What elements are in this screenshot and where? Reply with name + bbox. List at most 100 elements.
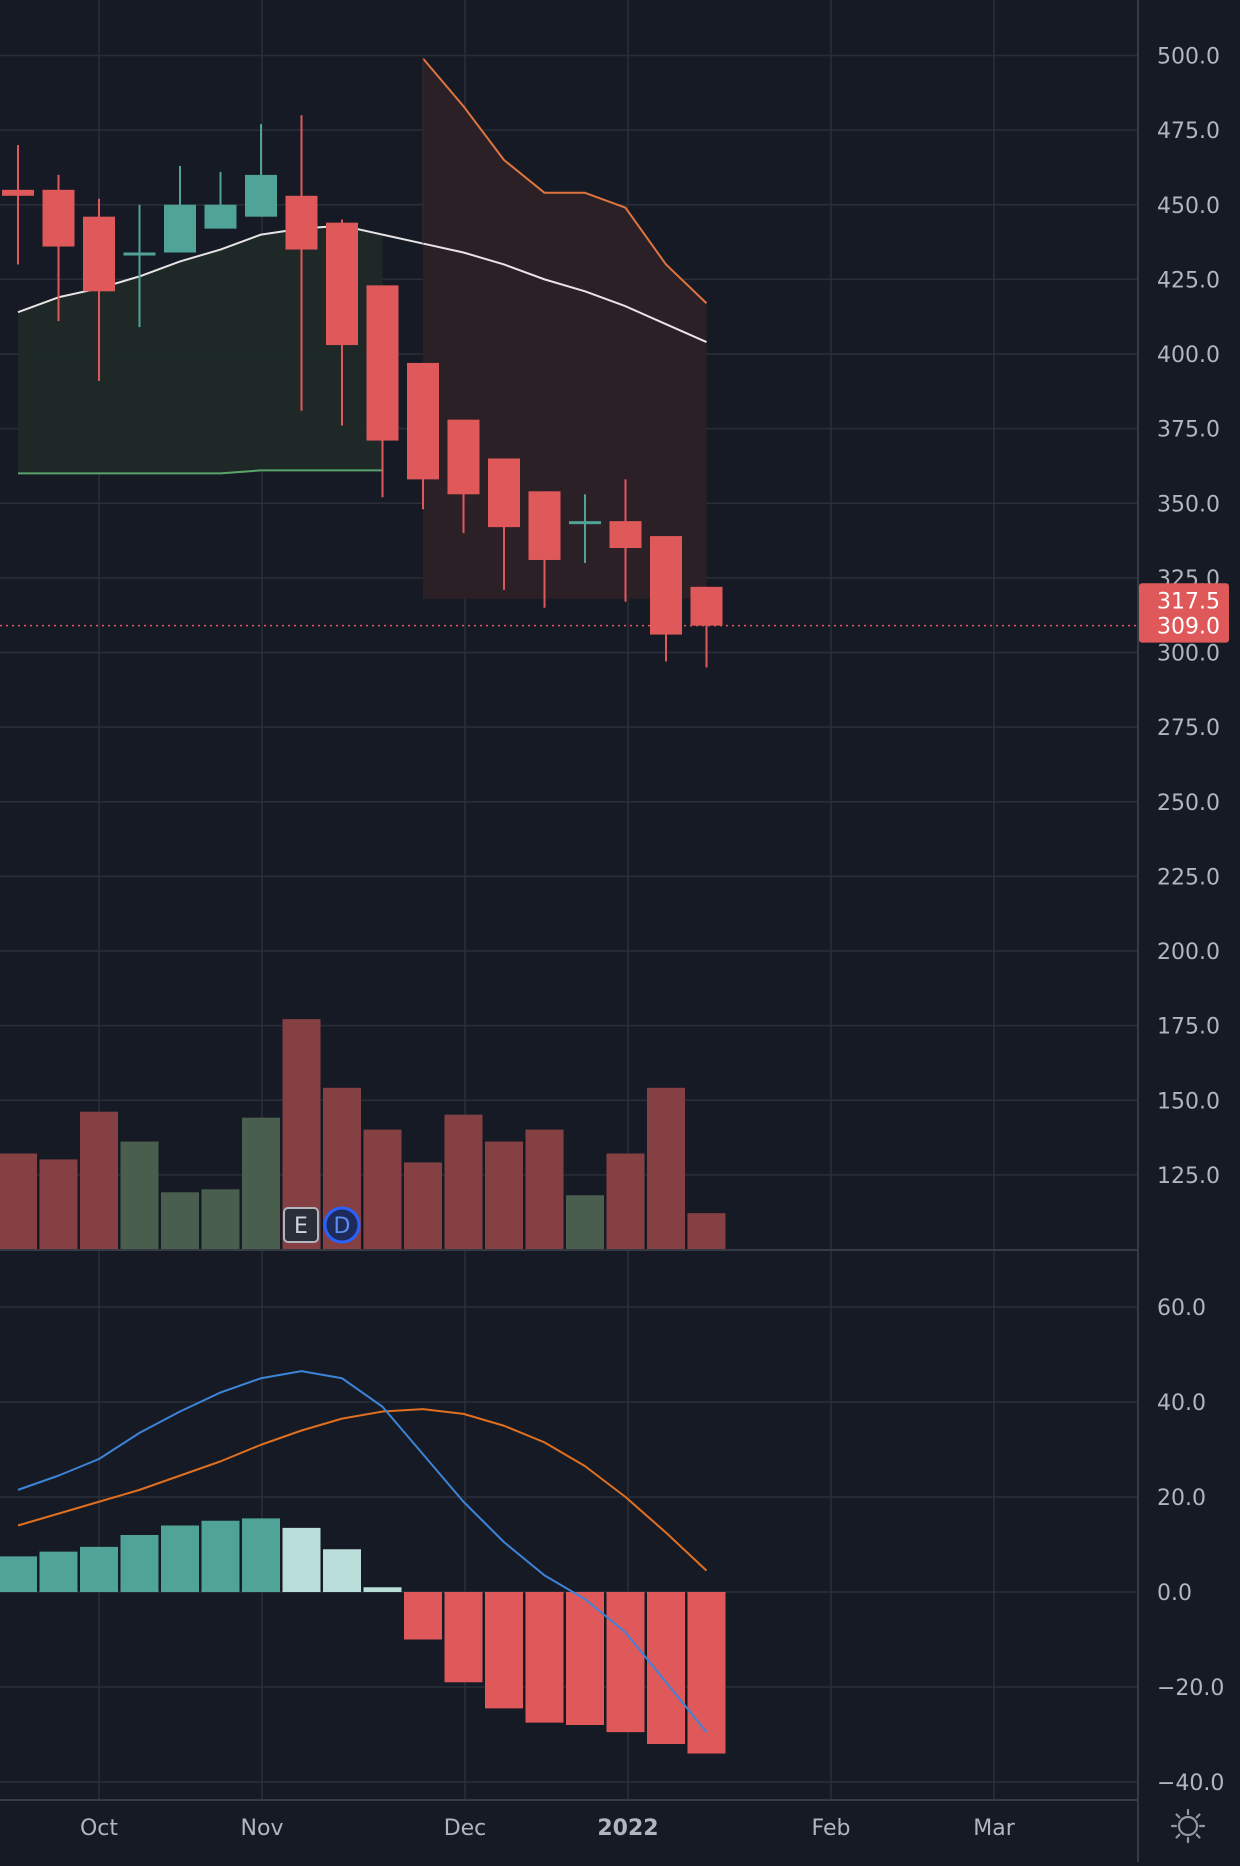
candle (528, 491, 561, 608)
sun-icon (1170, 1808, 1206, 1844)
macd-histogram-bar (525, 1592, 564, 1723)
price-tick-label: 225.0 (1157, 865, 1220, 890)
macd-tick-label: −40.0 (1157, 1771, 1224, 1796)
time-tick-label: Dec (444, 1816, 487, 1841)
candle (2, 145, 34, 265)
candle (407, 362, 439, 510)
candle-body (366, 285, 399, 441)
volume-bar (687, 1213, 726, 1249)
macd-tick-label: 40.0 (1157, 1391, 1206, 1416)
candle-body (447, 419, 480, 495)
time-tick-label: Oct (80, 1816, 118, 1841)
candle-body (528, 491, 561, 560)
candle (245, 124, 277, 217)
candle (83, 198, 115, 381)
candle-body (285, 195, 318, 250)
volume-bar (566, 1195, 604, 1249)
volume-bar (444, 1114, 483, 1249)
candle (650, 536, 682, 662)
macd-histogram-bar (687, 1592, 726, 1754)
candle-body (650, 536, 682, 635)
candle (42, 174, 75, 322)
price-tick-label: 125.0 (1157, 1164, 1220, 1189)
macd-line (17, 1370, 708, 1733)
candle (569, 494, 601, 563)
candle (123, 204, 156, 328)
candle (164, 165, 196, 253)
moving-average-line (17, 224, 707, 343)
price-tick-label: 375.0 (1157, 418, 1220, 443)
macd-tick-label: 60.0 (1157, 1296, 1206, 1321)
candle-body (42, 189, 75, 247)
earnings-event-icon[interactable]: E (283, 1207, 319, 1243)
macd-tick-label: 20.0 (1157, 1486, 1206, 1511)
candle-body (83, 216, 115, 292)
volume-bar (647, 1087, 685, 1249)
upper-band-line (422, 57, 708, 304)
candle-body (204, 204, 237, 229)
macd-histogram-bar (404, 1592, 442, 1640)
volume-bar (485, 1141, 523, 1249)
volume-bar (161, 1192, 199, 1249)
candle (447, 419, 480, 534)
macd-histogram-bar (444, 1592, 483, 1683)
price-tick-label: 400.0 (1157, 343, 1220, 368)
macd-histogram-bar (485, 1592, 523, 1709)
price-tick-label: 200.0 (1157, 940, 1220, 965)
macd-histogram-bar (606, 1592, 645, 1733)
time-tick-label: Feb (812, 1816, 851, 1841)
price-badge-label: 309.0 (1157, 615, 1220, 640)
candle-body (245, 174, 277, 217)
earnings-event-label: E (294, 1214, 308, 1239)
macd-histogram-bar (80, 1546, 118, 1592)
volume-bar (363, 1129, 402, 1249)
price-badge-bg (1139, 608, 1229, 643)
volume-bar (606, 1153, 645, 1249)
macd-histogram-bar (242, 1518, 280, 1592)
candle (690, 586, 723, 668)
price-tick-label: 350.0 (1157, 492, 1220, 517)
candle-body (407, 362, 439, 480)
price-badge: 309.0 (1139, 608, 1229, 643)
volume-bar (201, 1189, 240, 1249)
volume-bar (242, 1117, 280, 1249)
channel-upper-fill (423, 58, 707, 343)
macd-histogram-bar (120, 1535, 159, 1592)
candle-body (690, 586, 723, 626)
macd-histogram-bar (282, 1527, 321, 1592)
macd-histogram-bar (363, 1587, 402, 1592)
dividend-event-icon[interactable]: D (323, 1206, 361, 1244)
volume-bar (525, 1129, 564, 1249)
price-tick-label: 150.0 (1157, 1089, 1220, 1114)
volume-bar (120, 1141, 159, 1249)
volume-bar (0, 1153, 37, 1249)
chart-settings-button[interactable] (1170, 1808, 1206, 1844)
candle (366, 285, 399, 498)
macd-histogram-bar (201, 1520, 240, 1592)
volume-bar (404, 1162, 442, 1249)
macd-signal-line (17, 1408, 708, 1572)
candle-body (569, 521, 601, 525)
candle-body (123, 252, 156, 256)
price-tick-label: 300.0 (1157, 642, 1220, 667)
dividend-event-bg (323, 1206, 361, 1244)
candle (609, 479, 642, 602)
macd-histogram-bar (39, 1551, 78, 1592)
dividend-event-label: D (334, 1214, 351, 1239)
candle-body (2, 189, 34, 196)
candle-body (488, 458, 520, 528)
earnings-event-bg (283, 1207, 319, 1243)
price-tick-label: 250.0 (1157, 791, 1220, 816)
time-tick-label: 2022 (597, 1816, 658, 1841)
volume-bar (39, 1159, 78, 1249)
candle-body (326, 222, 358, 346)
time-tick-label: Mar (973, 1816, 1015, 1841)
candle (204, 171, 237, 229)
price-tick-label: 425.0 (1157, 268, 1220, 293)
macd-histogram-bar (0, 1556, 37, 1592)
price-axis-background (1139, 0, 1240, 1862)
price-tick-label: 475.0 (1157, 119, 1220, 144)
candle (326, 219, 358, 426)
